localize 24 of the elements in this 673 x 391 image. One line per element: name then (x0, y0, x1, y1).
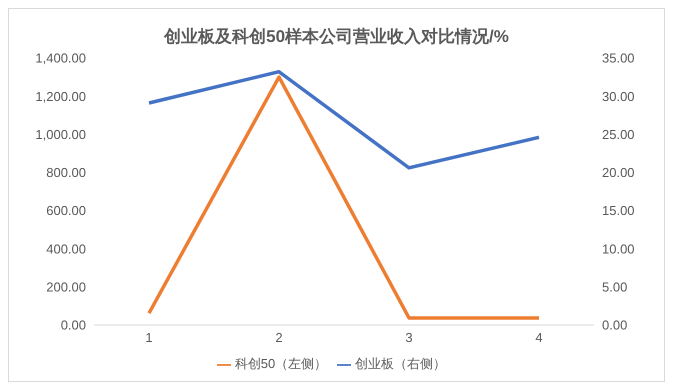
legend-label: 科创50（左侧） (234, 356, 328, 371)
y2-tick-label: 10.00 (602, 241, 635, 256)
y-tick-label: 600.00 (46, 203, 86, 218)
y-tick-label: 1,200.00 (35, 88, 86, 104)
y-tick-label: 0.00 (60, 318, 86, 333)
y-tick-label: 200.00 (46, 279, 86, 294)
y2-tick-label: 0.00 (602, 318, 628, 333)
y2-tick-label: 35.00 (602, 50, 635, 66)
y2-tick-label: 20.00 (602, 165, 635, 180)
line-series (147, 70, 541, 170)
x-tick-label: 2 (275, 330, 283, 346)
x-tick-label: 4 (535, 330, 543, 346)
y-tick-label: 800.00 (46, 165, 86, 180)
chart-title: 创业板及科创50样本公司营业收入对比情况/% (162, 26, 510, 48)
y-tick-label: 1,400.00 (35, 50, 86, 66)
y-tick-label: 400.00 (46, 241, 86, 256)
y-tick-label: 1,000.00 (35, 126, 86, 142)
y2-tick-label: 5.00 (602, 279, 628, 294)
x-tick-label: 3 (405, 330, 413, 346)
y2-tick-label: 15.00 (602, 203, 635, 218)
legend-label: 创业板（右侧） (355, 356, 446, 371)
x-tick-label: 1 (145, 330, 153, 346)
y2-tick-label: 25.00 (602, 126, 635, 142)
y2-tick-label: 30.00 (602, 88, 635, 104)
